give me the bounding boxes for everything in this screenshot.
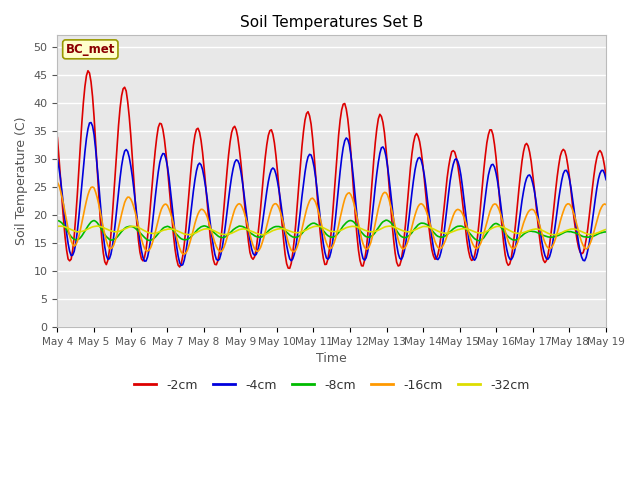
Text: BC_met: BC_met (66, 43, 115, 56)
-32cm (122, 226, 130, 231)
-2cm (575, 244, 582, 250)
-16cm (54, 180, 61, 185)
-2cm (286, 265, 294, 271)
-8cm (236, 223, 243, 229)
Title: Soil Temperatures Set B: Soil Temperatures Set B (240, 15, 423, 30)
-8cm (54, 218, 61, 224)
-8cm (244, 228, 252, 234)
-8cm (602, 229, 610, 235)
-4cm (575, 240, 582, 246)
-32cm (296, 229, 304, 235)
-4cm (248, 245, 255, 251)
-8cm (575, 232, 582, 238)
-16cm (180, 251, 188, 257)
-4cm (54, 156, 61, 161)
-32cm (602, 227, 610, 232)
-8cm (294, 234, 301, 240)
Legend: -2cm, -4cm, -8cm, -16cm, -32cm: -2cm, -4cm, -8cm, -16cm, -32cm (129, 374, 534, 397)
-4cm (602, 177, 610, 182)
-32cm (239, 226, 246, 232)
-8cm (121, 226, 129, 231)
-16cm (602, 202, 610, 207)
-2cm (84, 68, 92, 73)
-4cm (239, 178, 246, 184)
-16cm (219, 247, 227, 253)
X-axis label: Time: Time (316, 352, 347, 365)
Line: -2cm: -2cm (58, 71, 606, 268)
-2cm (122, 88, 130, 94)
-32cm (575, 228, 582, 233)
-2cm (54, 135, 61, 141)
-4cm (87, 120, 95, 125)
-16cm (121, 200, 129, 205)
-2cm (237, 159, 244, 165)
-32cm (185, 232, 193, 238)
-32cm (93, 223, 101, 229)
-16cm (246, 232, 254, 238)
-16cm (295, 239, 303, 244)
Line: -8cm: -8cm (58, 220, 606, 240)
-2cm (602, 174, 610, 180)
-8cm (217, 234, 225, 240)
-8cm (476, 238, 483, 243)
Line: -4cm: -4cm (58, 122, 606, 265)
-32cm (248, 228, 255, 234)
-32cm (220, 231, 228, 237)
-16cm (573, 222, 581, 228)
-8cm (382, 217, 390, 223)
-4cm (220, 233, 228, 239)
Y-axis label: Soil Temperature (C): Soil Temperature (C) (15, 117, 28, 245)
-4cm (296, 208, 304, 214)
-2cm (296, 162, 304, 168)
-4cm (177, 263, 185, 268)
-32cm (54, 224, 61, 229)
-2cm (246, 250, 254, 255)
-4cm (122, 147, 130, 153)
-2cm (219, 221, 227, 227)
-16cm (237, 202, 244, 207)
Line: -16cm: -16cm (58, 182, 606, 254)
Line: -32cm: -32cm (58, 226, 606, 235)
